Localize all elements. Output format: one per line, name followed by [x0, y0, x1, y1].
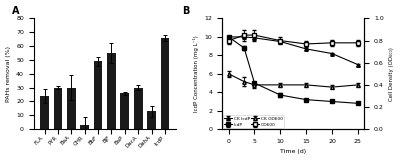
- Bar: [54, 88, 62, 129]
- Bar: [40, 96, 49, 129]
- Bar: [161, 38, 169, 129]
- Text: A: A: [12, 6, 20, 16]
- Bar: [80, 125, 89, 129]
- Bar: [94, 61, 102, 129]
- Bar: [134, 88, 142, 129]
- Legend: CK IcdP, IcdP, CK OD600, OD600: CK IcdP, IcdP, CK OD600, OD600: [223, 115, 284, 128]
- Bar: [107, 53, 116, 129]
- Bar: [120, 93, 129, 129]
- Bar: [67, 88, 76, 129]
- Text: B: B: [182, 6, 190, 16]
- X-axis label: Time (d): Time (d): [280, 149, 306, 154]
- Y-axis label: IcdP Concentration (mg L⁻¹): IcdP Concentration (mg L⁻¹): [193, 36, 199, 112]
- Y-axis label: PAHs removal (%): PAHs removal (%): [6, 46, 10, 102]
- Y-axis label: Cell Density (OD₆₀₀): Cell Density (OD₆₀₀): [390, 47, 394, 101]
- Bar: [147, 111, 156, 129]
